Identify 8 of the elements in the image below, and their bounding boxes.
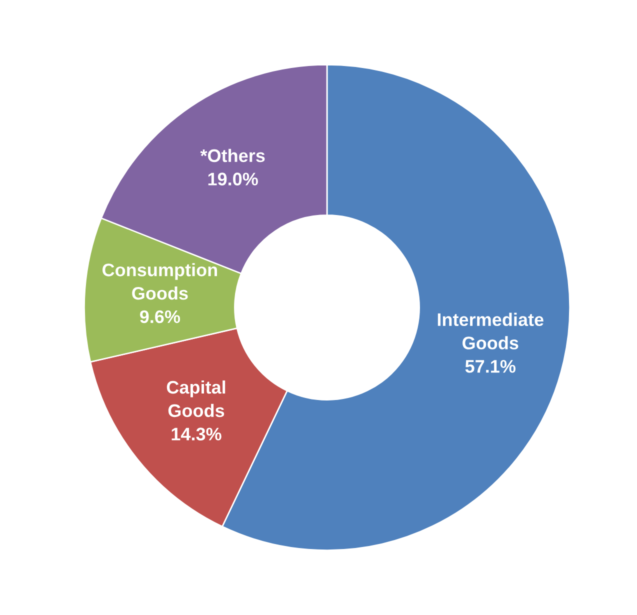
slice-label: *Others bbox=[200, 148, 265, 162]
slice-label: Capital Goods bbox=[166, 380, 226, 418]
slice-label: Consumption Goods bbox=[102, 263, 217, 300]
data-label: 57.1% bbox=[465, 360, 516, 373]
data-label: 19.0% bbox=[208, 172, 258, 186]
slice-label: Intermediate Goods bbox=[438, 312, 544, 350]
data-label: 9.6% bbox=[140, 310, 180, 324]
data-label: 14.3% bbox=[172, 428, 222, 440]
